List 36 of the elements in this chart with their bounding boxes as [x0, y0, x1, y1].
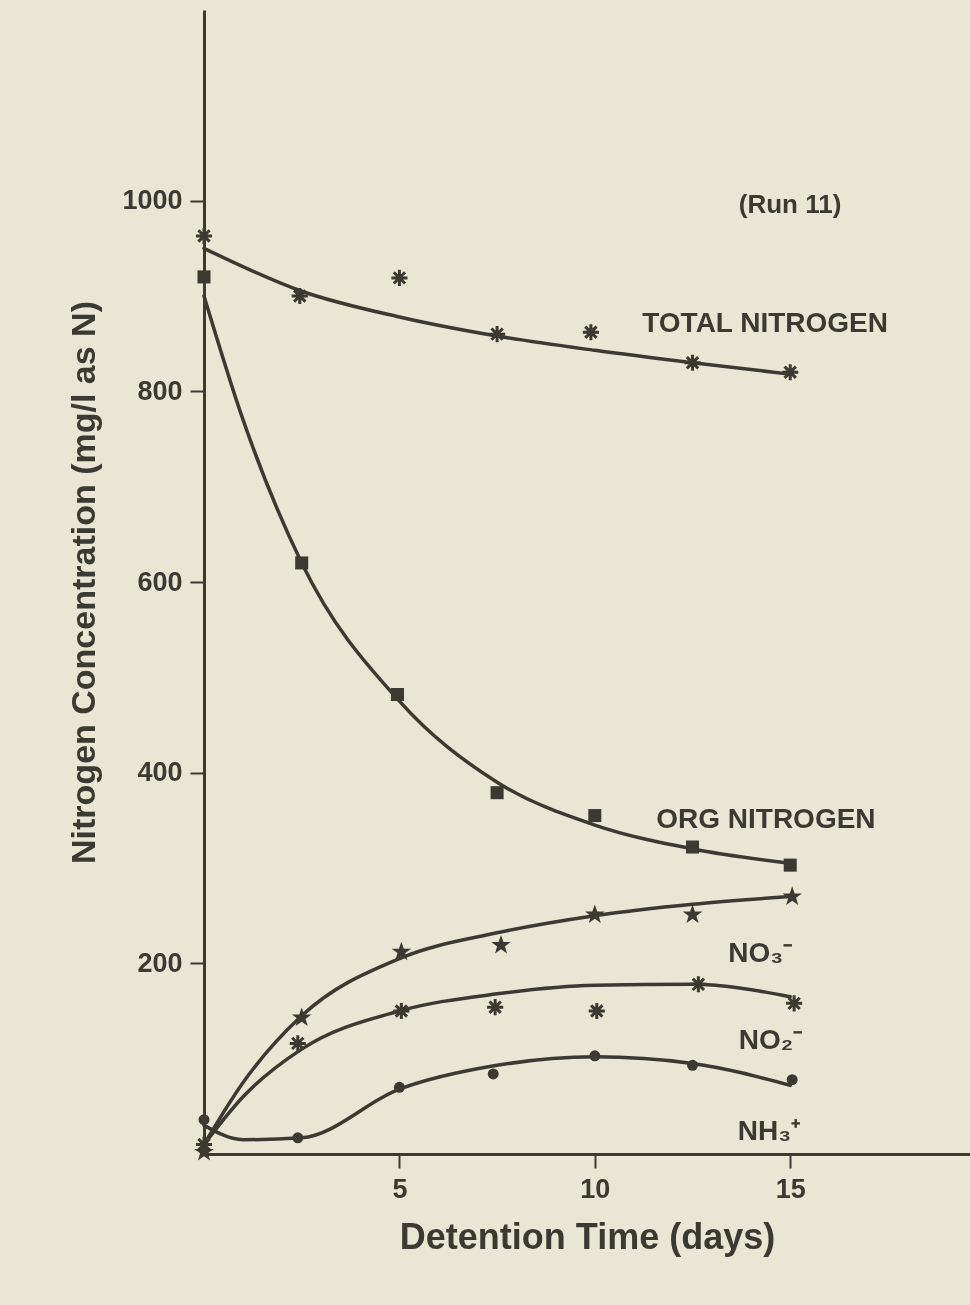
series-label: NH₃⁺	[737, 1114, 801, 1146]
point	[194, 226, 214, 246]
y-axis-title: Nitrogen Concentration (mg/l as N)	[64, 301, 103, 864]
series-label: NO₂⁻	[738, 1024, 803, 1056]
y-tick-label: 200	[137, 947, 183, 978]
series-label: NO₃⁻	[728, 936, 793, 968]
point	[682, 904, 703, 924]
y-tick-label: 800	[137, 375, 183, 406]
x-tick-label: 15	[775, 1173, 806, 1204]
point	[491, 934, 511, 954]
point	[288, 1033, 308, 1053]
x-axis-title: Detention Time (days)	[399, 1215, 776, 1257]
point	[780, 362, 800, 382]
point	[290, 286, 310, 306]
series-label: TOTAL NITROGEN	[642, 307, 889, 339]
x-tick-label: 5	[392, 1173, 408, 1204]
y-tick-label: 1000	[122, 185, 183, 216]
annotation: (Run 11)	[738, 189, 842, 219]
point	[581, 322, 601, 342]
point	[485, 997, 505, 1017]
point	[490, 786, 504, 800]
point	[588, 809, 602, 823]
point	[197, 270, 211, 284]
y-tick-label: 400	[137, 757, 183, 788]
point	[391, 1001, 411, 1021]
y-tick-label: 600	[137, 566, 183, 597]
series-label: ORG NITROGEN	[656, 803, 876, 835]
point	[198, 1114, 210, 1126]
point	[784, 993, 804, 1013]
point	[786, 1074, 798, 1086]
point	[587, 1001, 607, 1021]
point	[389, 268, 409, 288]
x-tick-label: 10	[580, 1173, 611, 1204]
point	[487, 324, 507, 344]
point	[782, 886, 802, 905]
point	[487, 1068, 499, 1080]
